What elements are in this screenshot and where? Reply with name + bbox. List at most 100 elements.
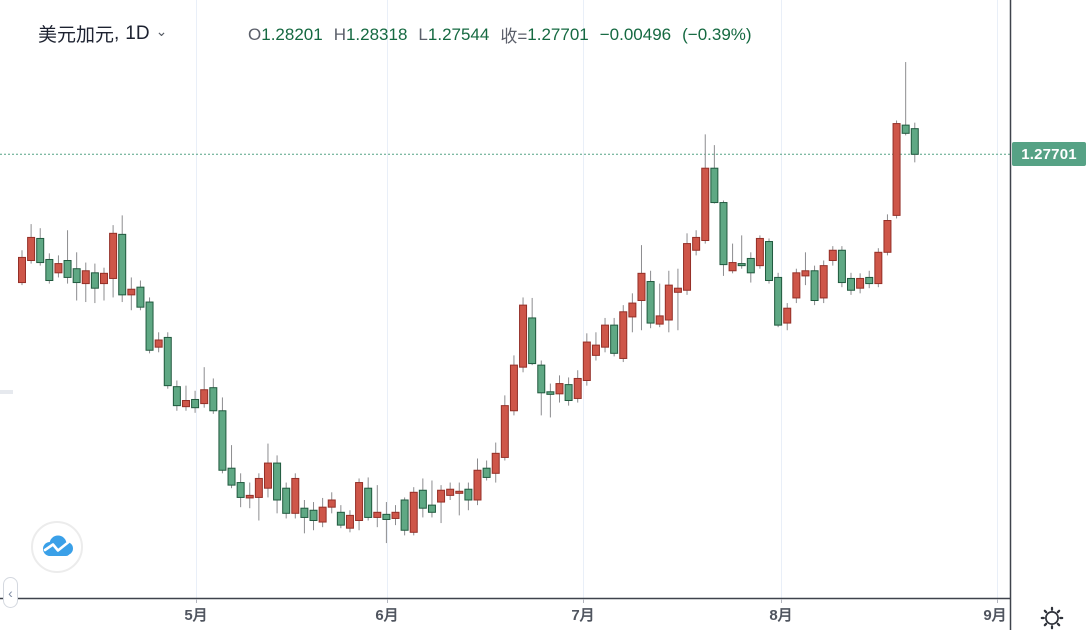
candle-body: [755, 237, 764, 267]
candle-body: [18, 256, 26, 284]
candle-body: [655, 315, 664, 325]
candle-body: [145, 301, 154, 351]
candle-body: [519, 304, 528, 368]
candle-body: [400, 499, 409, 531]
candle-body: [573, 377, 582, 399]
ohlc-legend: O 1.28201 H 1.28318 L 1.27544 收= 1.27701 −0.…: [248, 22, 752, 47]
candle-body: [737, 263, 746, 267]
candle-body: [345, 514, 354, 529]
candle-body: [482, 467, 491, 478]
candle-body: [327, 499, 336, 508]
candle-body: [910, 128, 919, 155]
candle-body: [619, 311, 628, 359]
candle-body: [72, 268, 81, 284]
candle-body: [54, 263, 63, 274]
chevron-left-icon: ‹: [8, 584, 13, 601]
candle-body: [801, 270, 810, 277]
time-axis-label: 6月: [375, 607, 399, 624]
candle-body: [382, 513, 391, 520]
candle-body: [336, 511, 345, 526]
candle-body: [692, 236, 701, 251]
candle-body: [163, 336, 172, 387]
candle-body: [819, 265, 828, 299]
change-value: −0.00496: [599, 24, 672, 44]
time-axis[interactable]: 5月 6月 7月 8月 9月: [0, 599, 1011, 630]
candle-body: [555, 383, 564, 395]
candle-body: [355, 482, 364, 522]
candle-body: [637, 272, 646, 302]
candle-body: [227, 467, 236, 486]
time-axis-label: 8月: [769, 607, 793, 624]
candle-body: [90, 272, 99, 289]
candle-body: [701, 167, 710, 242]
candle-body: [418, 489, 427, 509]
candle-body: [874, 251, 883, 285]
candle-body: [273, 462, 282, 501]
candle-body: [537, 364, 546, 394]
candle-body: [601, 324, 610, 348]
candle-body: [254, 477, 263, 498]
logo-button[interactable]: [31, 521, 83, 573]
candle-body: [263, 462, 272, 489]
candle-body: [856, 277, 865, 289]
candle-body: [847, 277, 856, 291]
candle-body: [564, 384, 573, 402]
time-axis-label: 7月: [571, 607, 595, 624]
candle-body: [391, 511, 400, 519]
candle-body: [45, 258, 54, 282]
high-label: H: [333, 24, 346, 44]
symbol-title[interactable]: 美元加元: [38, 25, 115, 46]
candle-body: [282, 487, 291, 514]
candle-body: [892, 123, 901, 216]
candle-body: [446, 488, 455, 496]
candle-body: [746, 257, 755, 274]
open-value: 1.28201: [261, 24, 323, 44]
change-percent: (−0.39%): [682, 24, 752, 44]
high-value: 1.28318: [345, 24, 408, 44]
candle-body: [181, 400, 190, 408]
candle-body: [455, 490, 464, 494]
price-axis[interactable]: [1012, 0, 1086, 598]
candle-body: [191, 398, 200, 409]
candle-body: [765, 241, 774, 282]
candle-body: [99, 272, 108, 285]
close-label: 收=: [500, 27, 528, 46]
candle-body: [309, 509, 318, 522]
candle-body: [437, 489, 446, 503]
interval-button[interactable]: 1D: [125, 22, 150, 44]
candle-body: [218, 410, 227, 471]
candle-body: [646, 281, 655, 324]
candle-body: [27, 236, 36, 262]
candle-body: [364, 487, 373, 518]
axis-settings-button[interactable]: [1040, 606, 1064, 630]
candle-body: [245, 494, 254, 499]
chevron-down-icon[interactable]: ⌄: [155, 23, 168, 39]
gear-sun-icon: [1040, 606, 1064, 630]
candle-body: [172, 386, 181, 407]
candle-body: [291, 477, 300, 514]
candle-body: [673, 287, 682, 293]
symbol-header: 美元加元, 1D ⌄: [38, 20, 167, 47]
candle-body: [837, 249, 846, 284]
candle-body: [792, 272, 801, 299]
candle-body: [901, 124, 910, 134]
candle-body: [591, 344, 600, 356]
candle-body: [118, 233, 127, 296]
candle-body: [664, 284, 673, 321]
collapse-panel-button[interactable]: ‹: [3, 577, 18, 608]
candle-body: [427, 504, 436, 513]
candle-body: [528, 317, 537, 365]
symbol-comma: ,: [114, 22, 120, 44]
candle-body: [728, 262, 737, 272]
candle-body: [774, 276, 783, 326]
candle-body: [109, 232, 118, 279]
time-axis-label: 9月: [983, 607, 1007, 624]
candle-body: [628, 302, 637, 318]
candle-body: [828, 249, 837, 262]
low-value: 1.27544: [427, 24, 490, 44]
candle-body: [36, 237, 45, 264]
candle-body: [200, 389, 209, 405]
candle-body: [810, 270, 819, 302]
candle-body: [136, 286, 145, 308]
